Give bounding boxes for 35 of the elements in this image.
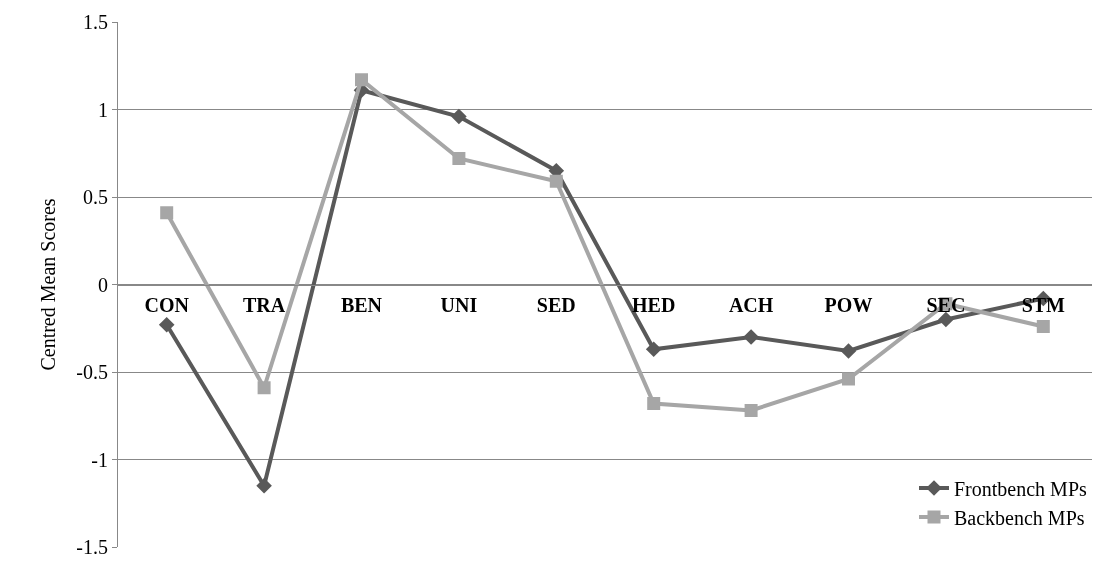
- y-tick-label: -1.5: [76, 536, 108, 558]
- x-tick-label: CON: [144, 293, 190, 316]
- y-tick-label: 1: [98, 98, 108, 121]
- point: [743, 329, 759, 345]
- point: [257, 381, 271, 395]
- y-axis-title: Centred Mean Scores: [36, 198, 59, 371]
- x-tick-label: BEN: [340, 293, 383, 316]
- point: [744, 404, 758, 417]
- legend-label: Backbench MPs: [954, 506, 1085, 529]
- y-tick-label: 1.5: [83, 11, 108, 33]
- y-tick-label: 0.5: [83, 186, 108, 208]
- y-tick-label: -0.5: [76, 361, 108, 383]
- x-tick-label: HED: [632, 293, 676, 316]
- point: [158, 316, 175, 333]
- x-tick-label: UNI: [440, 293, 478, 316]
- point: [647, 397, 661, 410]
- point: [452, 152, 466, 165]
- point: [256, 477, 272, 494]
- x-tick-label: TRA: [242, 293, 286, 316]
- point: [451, 108, 467, 125]
- x-tick-label: SEC: [926, 293, 966, 316]
- point: [645, 341, 662, 358]
- point: [160, 206, 174, 220]
- legend-label: Frontbench MPs: [954, 477, 1087, 500]
- point: [842, 372, 855, 386]
- point: [840, 343, 857, 359]
- point: [355, 73, 368, 87]
- point: [938, 311, 954, 328]
- x-tick-label: SED: [536, 293, 576, 316]
- x-tick-label: ACH: [728, 293, 774, 316]
- point: [1036, 320, 1050, 333]
- y-tick-label: 0: [98, 273, 108, 296]
- point: [549, 174, 563, 188]
- y-tick-label: -1: [91, 448, 108, 471]
- x-tick-label: POW: [824, 293, 873, 316]
